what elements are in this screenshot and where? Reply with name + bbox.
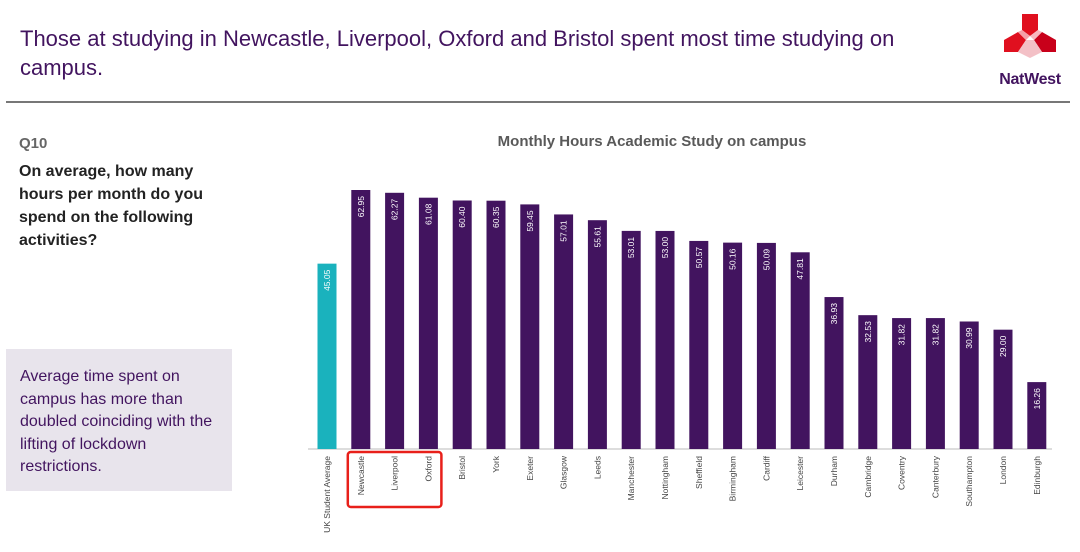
bar bbox=[824, 297, 844, 449]
data-label: 59.45 bbox=[525, 210, 535, 232]
natwest-cubes-icon bbox=[1004, 14, 1056, 58]
bar bbox=[554, 214, 574, 449]
question-number: Q10 bbox=[19, 135, 48, 152]
data-label: 31.82 bbox=[930, 324, 940, 346]
bar bbox=[756, 242, 776, 449]
data-label: 50.57 bbox=[694, 247, 704, 269]
chart-title: Monthly Hours Academic Study on campus bbox=[498, 133, 807, 150]
bar bbox=[452, 200, 472, 449]
data-label: 31.82 bbox=[897, 324, 907, 346]
data-label: 61.08 bbox=[423, 203, 433, 225]
data-label: 30.99 bbox=[964, 327, 974, 349]
bar bbox=[925, 318, 945, 449]
data-label: 55.61 bbox=[592, 226, 602, 248]
callout-note: Average time spent on campus has more th… bbox=[6, 349, 232, 491]
data-label: 50.09 bbox=[761, 249, 771, 271]
category-label: Southampton bbox=[964, 456, 974, 507]
category-label: Birmingham bbox=[728, 456, 738, 501]
category-label: Bristol bbox=[457, 456, 467, 480]
data-label: 53.00 bbox=[660, 237, 670, 259]
bar bbox=[1027, 382, 1047, 449]
data-label: 62.95 bbox=[356, 196, 366, 218]
data-label: 47.81 bbox=[795, 258, 805, 280]
bar bbox=[858, 315, 878, 449]
bar bbox=[587, 220, 607, 449]
category-label: York bbox=[491, 455, 501, 472]
bar bbox=[655, 230, 675, 449]
category-label: Glasgow bbox=[559, 455, 569, 489]
bar bbox=[385, 192, 405, 449]
category-label: Edinburgh bbox=[1032, 456, 1042, 495]
data-label: 53.01 bbox=[626, 237, 636, 259]
category-label: Liverpool bbox=[390, 456, 400, 491]
page-title: Those at studying in Newcastle, Liverpoo… bbox=[20, 26, 895, 80]
bar bbox=[317, 263, 337, 449]
category-label: Cambridge bbox=[863, 456, 873, 498]
data-label: 16.26 bbox=[1032, 388, 1042, 410]
bar bbox=[959, 321, 979, 449]
category-label: Leicester bbox=[795, 456, 805, 491]
category-label: UK Student Average bbox=[322, 456, 332, 533]
category-label: Manchester bbox=[626, 456, 636, 501]
data-label: 45.05 bbox=[322, 269, 332, 291]
bar bbox=[621, 230, 641, 449]
data-label: 60.40 bbox=[457, 206, 467, 228]
header-divider bbox=[6, 101, 1070, 103]
bar bbox=[723, 242, 743, 449]
category-label: Durham bbox=[829, 456, 839, 486]
category-label: Sheffield bbox=[694, 456, 704, 489]
data-label: 29.00 bbox=[998, 335, 1008, 357]
data-label: 60.35 bbox=[491, 206, 501, 228]
bar bbox=[892, 318, 912, 449]
category-label: Newcastle bbox=[356, 456, 366, 495]
category-label: Exeter bbox=[525, 456, 535, 481]
natwest-logo: NatWest bbox=[988, 12, 1072, 92]
category-label: London bbox=[998, 456, 1008, 485]
data-label: 57.01 bbox=[559, 220, 569, 242]
data-label: 32.53 bbox=[863, 321, 873, 343]
bar bbox=[790, 252, 810, 449]
bar bbox=[418, 197, 438, 449]
category-label: Nottingham bbox=[660, 456, 670, 499]
category-label: Coventry bbox=[897, 455, 907, 490]
category-label: Canterbury bbox=[930, 455, 940, 498]
bar bbox=[993, 329, 1013, 449]
bar bbox=[689, 240, 709, 449]
category-label: Oxford bbox=[423, 456, 433, 482]
question-text: On average, how many hours per month do … bbox=[19, 163, 203, 249]
data-label: 50.16 bbox=[728, 248, 738, 270]
bar bbox=[520, 204, 540, 449]
data-label: 36.93 bbox=[829, 303, 839, 325]
highlight-box bbox=[346, 450, 443, 509]
category-label: Cardiff bbox=[761, 455, 771, 481]
data-label: 62.27 bbox=[390, 199, 400, 221]
bar bbox=[486, 200, 506, 449]
logo-text: NatWest bbox=[999, 71, 1061, 88]
bar-chart: Monthly Hours Academic Study on campus 4… bbox=[308, 133, 1052, 533]
category-label: Leeds bbox=[592, 456, 602, 479]
bar bbox=[351, 190, 371, 449]
